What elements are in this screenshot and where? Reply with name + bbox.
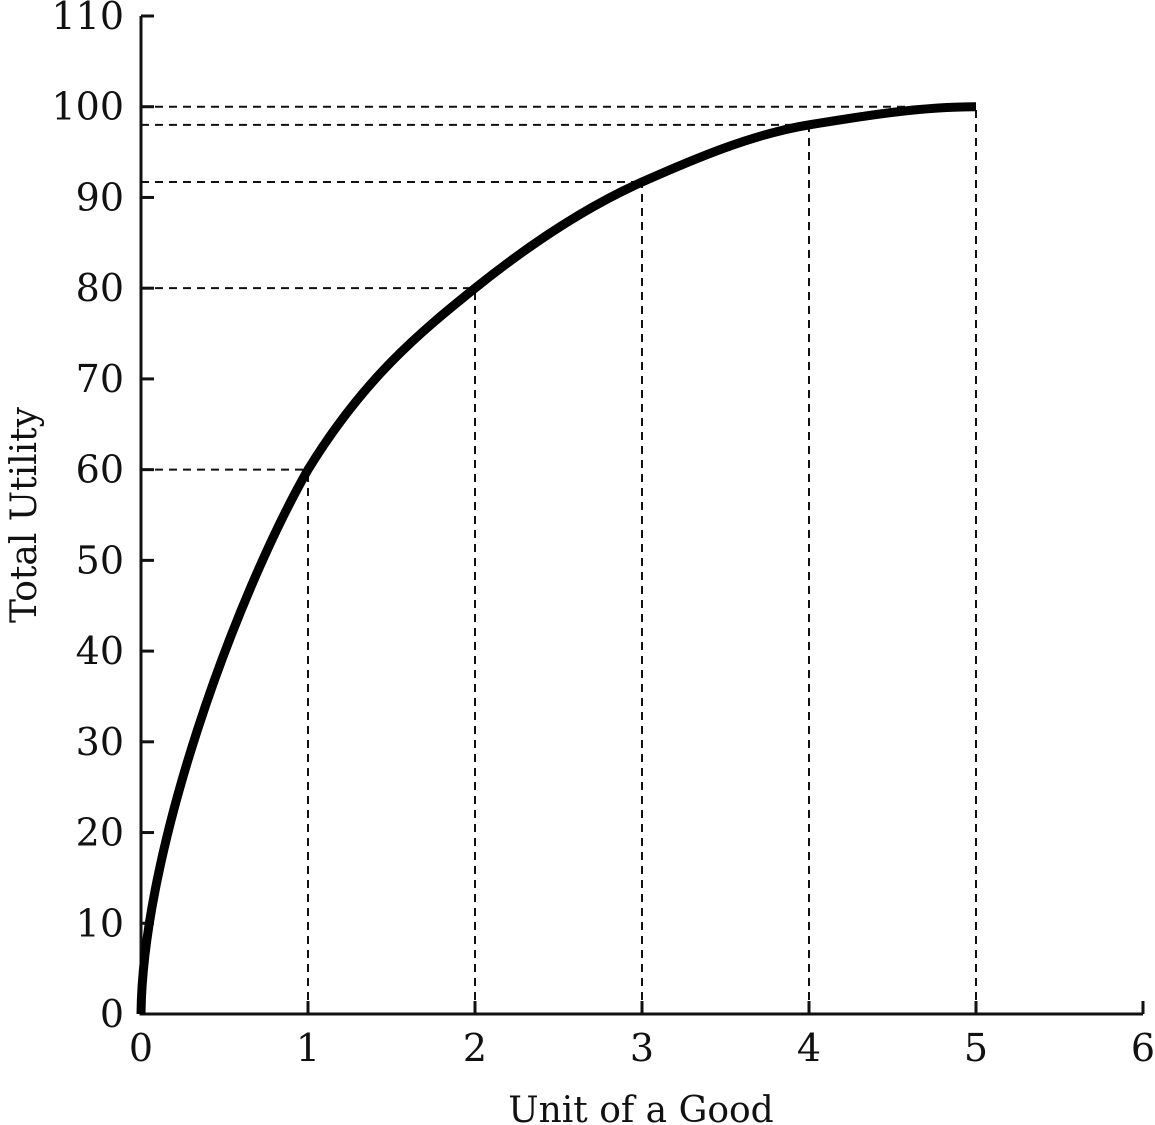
- guide-lines: [141, 105, 977, 1014]
- y-tick-label-110: 110: [51, 0, 124, 38]
- x-tick-label-0: 0: [129, 1026, 153, 1070]
- y-tick-label-30: 30: [76, 720, 124, 764]
- x-tick-label-3: 3: [630, 1026, 654, 1070]
- y-tick-label-20: 20: [76, 811, 124, 855]
- x-tick-label-2: 2: [463, 1026, 487, 1070]
- y-tick-label-50: 50: [76, 538, 124, 582]
- x-tick-label-6: 6: [1131, 1026, 1155, 1070]
- y-tick-label-60: 60: [76, 448, 124, 492]
- total-utility-curve: [136, 102, 977, 1015]
- x-axis-title: Unit of a Good: [508, 1090, 773, 1125]
- y-tick-label-70: 70: [76, 357, 124, 401]
- curve-layer: [136, 102, 977, 1015]
- y-tick-label-100: 100: [51, 85, 124, 129]
- y-tick-label-0: 0: [100, 992, 124, 1036]
- x-tick-label-1: 1: [296, 1026, 320, 1070]
- axes: [139, 14, 1145, 1016]
- tick-labels: 0 10 20 30 40 50 60 70 80 90 100 110 0 1 2 3 4 5 6: [51, 0, 1155, 1070]
- y-tick-label-80: 80: [76, 266, 124, 310]
- y-tick-label-10: 10: [76, 901, 124, 945]
- x-tick-label-4: 4: [797, 1026, 821, 1070]
- y-axis-title: Total Utility: [4, 406, 45, 623]
- y-tick-label-40: 40: [76, 629, 124, 673]
- y-tick-label-90: 90: [76, 175, 124, 219]
- x-tick-label-5: 5: [964, 1026, 988, 1070]
